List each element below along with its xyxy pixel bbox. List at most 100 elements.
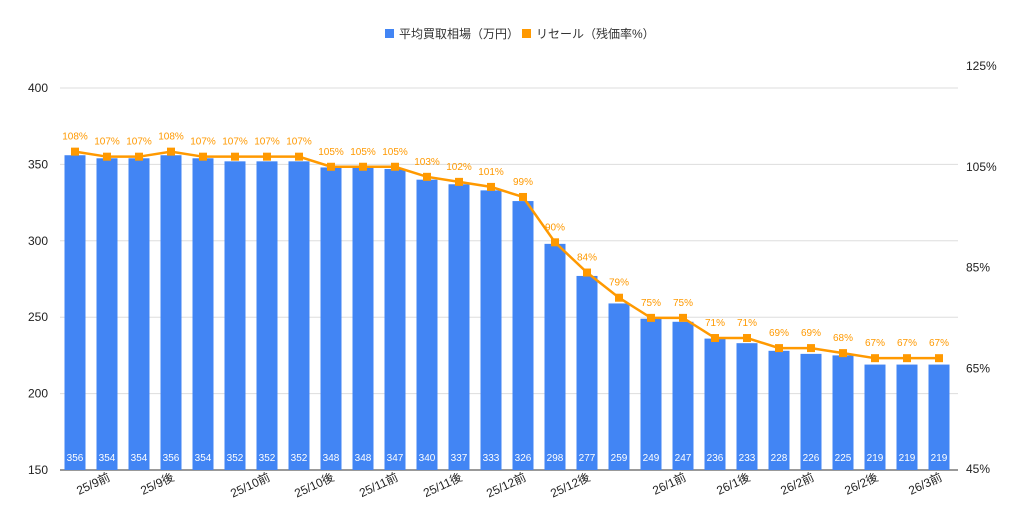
bar <box>160 155 182 470</box>
bar <box>64 155 86 470</box>
percent-label: 69% <box>769 328 789 339</box>
bar <box>352 167 374 470</box>
x-tick-label: 26/2後 <box>842 470 880 498</box>
percent-label: 108% <box>158 132 184 143</box>
percent-label: 71% <box>705 318 725 329</box>
line-point <box>455 177 463 186</box>
line-point <box>167 147 175 156</box>
percent-label: 105% <box>318 147 344 158</box>
percent-label: 68% <box>833 333 853 344</box>
right-tick-label: 125% <box>966 59 997 73</box>
bar-value-label: 354 <box>195 453 212 464</box>
bar <box>608 303 630 470</box>
line-point <box>839 349 847 358</box>
percent-label: 108% <box>62 132 88 143</box>
line-point <box>775 344 783 353</box>
bar-value-label: 348 <box>323 453 340 464</box>
line-point <box>423 172 431 181</box>
bar-value-label: 219 <box>931 453 948 464</box>
x-tick-label: 25/12後 <box>548 470 592 500</box>
bar <box>384 168 406 470</box>
bar-value-label: 233 <box>739 453 756 464</box>
line-point <box>647 313 655 322</box>
line-point <box>903 354 911 363</box>
percent-label: 101% <box>478 167 504 178</box>
bar-value-label: 228 <box>771 453 788 464</box>
bar <box>480 190 502 470</box>
legend-bar-label: 平均買取相場（万円） <box>399 27 519 41</box>
right-tick-label: 105% <box>966 160 997 174</box>
x-tick-label: 25/10前 <box>228 469 272 500</box>
bar <box>704 338 726 470</box>
legend-bar-swatch <box>385 29 394 38</box>
legend-line-swatch <box>522 29 531 38</box>
percent-label: 67% <box>865 338 885 349</box>
bar-value-label: 226 <box>803 453 820 464</box>
right-tick-label: 45% <box>966 462 990 476</box>
bar-value-label: 247 <box>675 453 692 464</box>
percent-label: 75% <box>641 298 661 309</box>
left-tick-label: 200 <box>28 387 48 401</box>
line-point <box>935 354 943 363</box>
line-point <box>711 334 719 343</box>
bar-value-label: 352 <box>291 453 308 464</box>
bar <box>768 350 790 470</box>
line-point <box>231 152 239 161</box>
line-point <box>359 162 367 171</box>
bar-value-label: 356 <box>67 453 84 464</box>
bar <box>416 179 438 470</box>
bar-value-label: 236 <box>707 453 724 464</box>
line-point <box>327 162 335 171</box>
bar <box>640 318 662 470</box>
bar-value-label: 298 <box>547 453 564 464</box>
x-tick-label: 26/1前 <box>650 469 688 498</box>
percent-label: 107% <box>254 137 280 148</box>
bar <box>544 243 566 470</box>
bar <box>864 364 886 470</box>
bar-value-label: 354 <box>131 453 148 464</box>
bar <box>192 158 214 470</box>
bar-value-label: 225 <box>835 453 852 464</box>
line-point <box>199 152 207 161</box>
x-tick-label: 26/3前 <box>906 469 944 498</box>
line-point <box>583 268 591 277</box>
bar-value-label: 348 <box>355 453 372 464</box>
bar-value-label: 347 <box>387 453 404 464</box>
percent-label: 71% <box>737 318 757 329</box>
percent-label: 90% <box>545 222 565 233</box>
percent-label: 107% <box>222 137 248 148</box>
percent-label: 107% <box>126 137 152 148</box>
bar <box>448 184 470 470</box>
line-point <box>135 152 143 161</box>
bar-value-label: 354 <box>99 453 116 464</box>
percent-label: 107% <box>94 137 120 148</box>
line-point <box>871 354 879 363</box>
percent-label: 105% <box>382 147 408 158</box>
bar <box>288 161 310 470</box>
bar <box>576 275 598 470</box>
bar-value-label: 219 <box>899 453 916 464</box>
legend-line-label: リセール（残価率%） <box>536 26 655 41</box>
resale-line <box>74 150 939 360</box>
right-tick-label: 85% <box>966 261 990 275</box>
right-tick-label: 65% <box>966 361 990 375</box>
line-point <box>487 182 495 191</box>
percent-label: 67% <box>897 338 917 349</box>
line-point <box>807 344 815 353</box>
percent-label: 69% <box>801 328 821 339</box>
bar <box>96 158 118 470</box>
percent-label: 102% <box>446 162 472 173</box>
bar-value-label: 259 <box>611 453 628 464</box>
line-point <box>71 147 79 156</box>
bar-value-label: 326 <box>515 453 532 464</box>
bar <box>128 158 150 470</box>
left-tick-label: 150 <box>28 463 48 477</box>
bar-value-label: 249 <box>643 453 660 464</box>
bar <box>320 167 342 470</box>
percent-label: 67% <box>929 338 949 349</box>
bar <box>736 343 758 470</box>
left-tick-label: 250 <box>28 310 48 324</box>
line-point <box>295 152 303 161</box>
